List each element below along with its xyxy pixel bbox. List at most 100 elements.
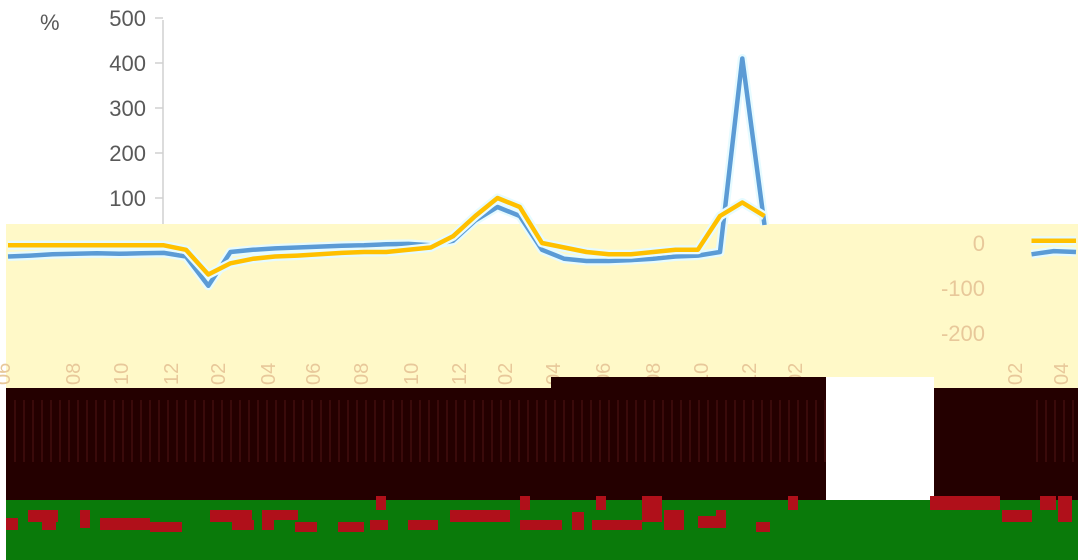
glitch-block bbox=[1002, 510, 1032, 522]
glitch-stripe bbox=[734, 400, 736, 462]
glitch-stripe bbox=[779, 400, 781, 462]
glitch-stripe bbox=[626, 400, 628, 462]
glitch-stripe bbox=[1063, 400, 1065, 462]
glitch-stripe bbox=[77, 400, 79, 462]
glitch-stripe bbox=[239, 400, 241, 462]
glitch-block bbox=[150, 522, 182, 532]
glitch-stripe bbox=[680, 400, 682, 462]
glitch-block bbox=[642, 496, 662, 522]
glitch-stripe bbox=[545, 400, 547, 462]
glitch-block bbox=[716, 510, 726, 518]
glitch-stripe bbox=[185, 400, 187, 462]
y-unit-label: % bbox=[40, 10, 60, 35]
x-tick-label: 12 bbox=[449, 363, 471, 385]
x-tick-label: 06 bbox=[303, 363, 325, 385]
dark-overlay-step bbox=[551, 377, 826, 389]
glitch-stripe bbox=[230, 400, 232, 462]
x-tick-label: 12 bbox=[161, 363, 183, 385]
glitch-stripe bbox=[689, 400, 691, 462]
glitch-stripe bbox=[761, 400, 763, 462]
glitch-stripe bbox=[581, 400, 583, 462]
series-line-2 bbox=[8, 195, 766, 277]
glitch-stripe bbox=[770, 400, 772, 462]
glitch-stripe bbox=[707, 400, 709, 462]
glitch-stripe bbox=[1054, 400, 1056, 462]
glitch-stripe bbox=[554, 400, 556, 462]
glitch-stripe bbox=[590, 400, 592, 462]
glitch-stripe bbox=[347, 400, 349, 462]
glitch-stripe bbox=[365, 400, 367, 462]
x-tick-label: 08 bbox=[63, 363, 85, 385]
glitch-stripe bbox=[1036, 400, 1038, 462]
glitch-block bbox=[376, 496, 386, 510]
glitch-stripe bbox=[608, 400, 610, 462]
y-tick-label: -100 bbox=[941, 276, 985, 301]
glitch-block bbox=[450, 510, 510, 522]
glitch-stripe bbox=[491, 400, 493, 462]
glitch-stripe bbox=[500, 400, 502, 462]
glitch-stripe bbox=[374, 400, 376, 462]
glitch-stripe bbox=[23, 400, 25, 462]
glitch-block bbox=[6, 518, 18, 530]
glitch-stripe bbox=[50, 400, 52, 462]
glitch-stripe bbox=[221, 400, 223, 462]
y-tick-label: 400 bbox=[109, 51, 146, 76]
glitch-stripe bbox=[14, 400, 16, 462]
glitch-stripe bbox=[176, 400, 178, 462]
glitch-stripe bbox=[428, 400, 430, 462]
glitch-stripe bbox=[653, 400, 655, 462]
glitch-stripe bbox=[311, 400, 313, 462]
glitch-stripe bbox=[194, 400, 196, 462]
glitch-block bbox=[698, 516, 726, 528]
series-line-1 bbox=[7, 56, 767, 289]
glitch-stripe bbox=[815, 400, 817, 462]
glitch-stripe bbox=[455, 400, 457, 462]
glitch-block bbox=[42, 522, 56, 530]
glitch-block bbox=[100, 518, 150, 530]
glitch-stripe bbox=[32, 400, 34, 462]
glitch-block bbox=[295, 522, 317, 532]
glitch-stripe bbox=[383, 400, 385, 462]
glitch-block bbox=[232, 520, 254, 530]
x-tick-label: 04 bbox=[1051, 363, 1073, 385]
glitch-stripe bbox=[725, 400, 727, 462]
glitch-block bbox=[592, 520, 642, 530]
glitch-block bbox=[664, 510, 684, 530]
glitch-stripe bbox=[446, 400, 448, 462]
glitch-block bbox=[270, 510, 298, 520]
glitch-stripe bbox=[509, 400, 511, 462]
glitch-stripe bbox=[824, 400, 826, 462]
glitch-stripe bbox=[41, 400, 43, 462]
glitch-stripe bbox=[716, 400, 718, 462]
glitch-stripe bbox=[320, 400, 322, 462]
y-tick-label: 500 bbox=[109, 6, 146, 31]
glitch-stripe bbox=[698, 400, 700, 462]
glitch-stripe bbox=[212, 400, 214, 462]
glitch-block bbox=[572, 512, 584, 530]
glitch-stripe bbox=[482, 400, 484, 462]
glitch-stripe bbox=[563, 400, 565, 462]
glitch-stripe bbox=[1072, 400, 1074, 462]
glitch-stripe bbox=[410, 400, 412, 462]
glitch-stripe bbox=[203, 400, 205, 462]
glitch-block bbox=[520, 496, 530, 510]
glitch-stripe bbox=[743, 400, 745, 462]
x-tick-label: 08 bbox=[351, 363, 373, 385]
glitch-stripe bbox=[599, 400, 601, 462]
glitch-stripe bbox=[257, 400, 259, 462]
glitch-block bbox=[1040, 496, 1056, 510]
x-tick-label: 02 bbox=[208, 363, 230, 385]
glitch-stripe bbox=[122, 400, 124, 462]
glitch-block bbox=[1058, 496, 1072, 522]
glitch-stripe bbox=[392, 400, 394, 462]
glitch-stripe bbox=[662, 400, 664, 462]
glitch-stripe bbox=[293, 400, 295, 462]
glitch-stripe bbox=[797, 400, 799, 462]
glitch-stripe bbox=[266, 400, 268, 462]
glitch-block bbox=[596, 496, 606, 510]
white-notch bbox=[826, 377, 934, 500]
y-tick-label: 200 bbox=[109, 141, 146, 166]
x-tick-label: 02 bbox=[1005, 363, 1027, 385]
x-tick-label: 04 bbox=[258, 363, 280, 385]
glitch-stripe bbox=[338, 400, 340, 462]
